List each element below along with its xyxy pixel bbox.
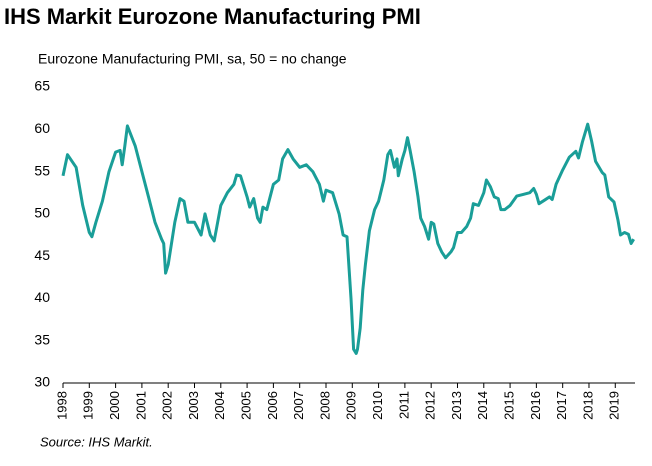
x-tick-label: 2011 [396,391,411,419]
x-tick-label: 2017 [554,391,569,420]
chart-title: IHS Markit Eurozone Manufacturing PMI [4,4,421,29]
y-tick-label: 35 [34,331,50,347]
x-tick-label: 2014 [475,391,490,420]
x-tick-label: 2002 [160,391,175,420]
x-tick-label: 2012 [423,391,438,420]
x-tick-label: 2003 [186,391,201,420]
x-tick-label: 2001 [133,391,148,420]
x-tick-label: 2018 [580,391,595,420]
y-tick-label: 50 [34,205,50,221]
x-tick-label: 2019 [607,391,622,420]
x-tick-label: 2010 [370,391,385,420]
chart-subtitle: Eurozone Manufacturing PMI, sa, 50 = no … [38,51,347,67]
source-note: Source: IHS Markit. [40,434,153,449]
x-tick-label: 2008 [317,391,332,420]
x-tick-label: 1998 [54,391,69,420]
y-tick-label: 40 [34,289,50,305]
y-tick-label: 65 [34,78,50,94]
y-tick-label: 30 [34,374,50,390]
x-tick-label: 2005 [239,391,254,420]
x-tick-label: 2004 [212,391,227,420]
x-tick-label: 2006 [265,391,280,420]
y-tick-label: 55 [34,162,50,178]
y-tick-label: 45 [34,247,50,263]
y-tick-label: 60 [34,120,50,136]
data-line [61,122,635,355]
x-tick-label: 2000 [107,391,122,420]
x-tick-label: 2013 [449,391,464,420]
x-tick-label: 2007 [291,391,306,420]
x-tick-label: 2009 [344,391,359,420]
x-tick-label: 1999 [81,391,96,420]
x-tick-label: 2015 [502,391,517,420]
x-tick-label: 2016 [528,391,543,420]
